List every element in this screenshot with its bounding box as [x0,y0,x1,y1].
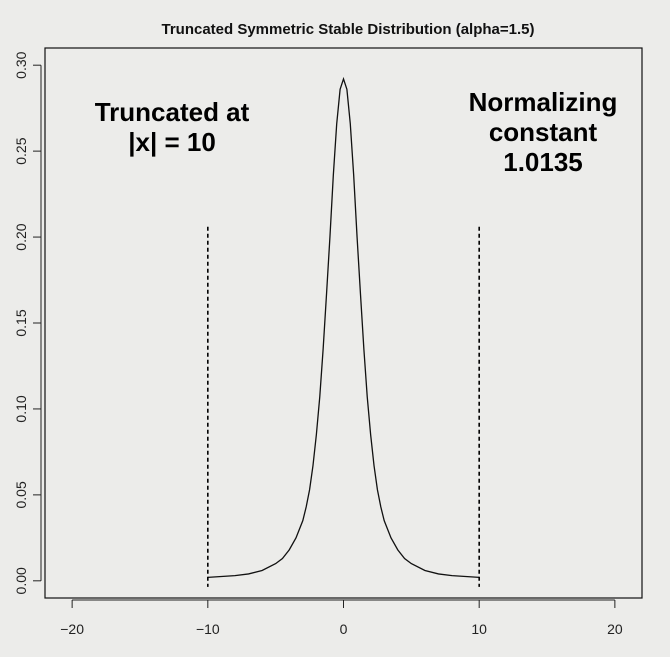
x-tick-label: −10 [196,621,220,637]
axes: −20 −10 0 10 20 0.00 0.05 0.10 0.15 0.20 0.25 0.30 [13,47,643,637]
annotation-line: Truncated at [95,97,250,127]
x-tick-label: 20 [607,621,623,637]
y-tick-label: 0.00 [13,567,29,594]
x-tick-label: 0 [340,621,348,637]
y-tick-label: 0.05 [13,481,29,508]
plot-frame [44,47,643,599]
y-tick-label: 0.30 [13,51,29,78]
annotation-line: Normalizing [469,87,618,117]
annotation-text: Normalizing constant 1.0135 [469,87,618,177]
annotation-line: |x| = 10 [128,127,216,157]
annotation-line: 1.0135 [503,147,583,177]
y-tick-label: 0.25 [13,137,29,164]
chart-title: Truncated Symmetric Stable Distribution … [161,21,534,38]
plot-marks [207,76,480,587]
y-tick-label: 0.15 [13,309,29,336]
annotation-line: constant [489,117,598,147]
annotation-text: Truncated at |x| = 10 [95,97,250,157]
y-tick-label: 0.10 [13,395,29,422]
annotations: Truncated at |x| = 10 Normalizing constant 1… [95,87,618,177]
x-tick-label: 10 [471,621,487,637]
y-tick-label: 0.20 [13,223,29,250]
x-tick-label: −20 [60,621,84,637]
density-curve [207,76,480,579]
